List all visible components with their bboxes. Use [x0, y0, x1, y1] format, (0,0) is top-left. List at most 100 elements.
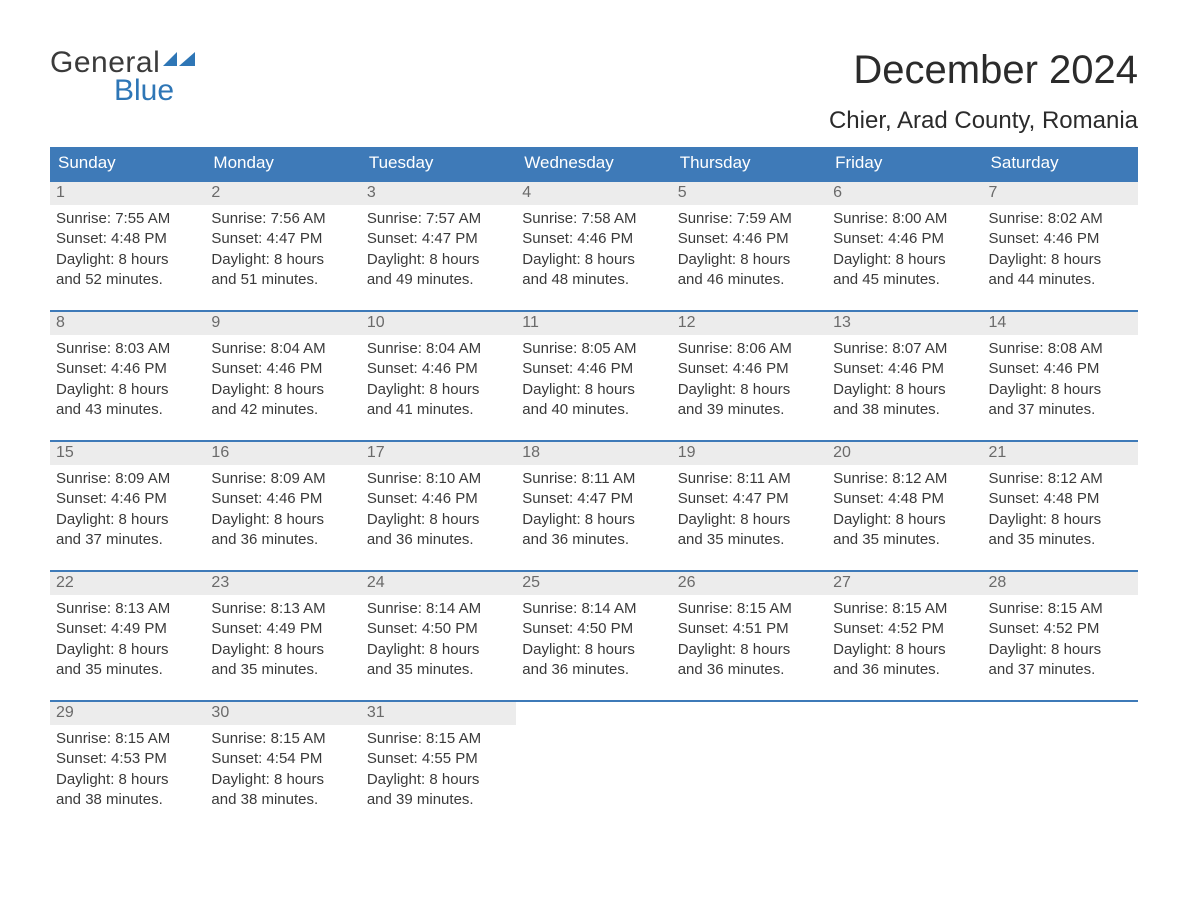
sunrise-line: Sunrise: 8:15 AM [367, 729, 510, 749]
weekday-header: Saturday [983, 147, 1138, 180]
sunset-line: Sunset: 4:50 PM [522, 619, 665, 639]
daylight-line-2: and 38 minutes. [833, 400, 976, 420]
day-details: Sunrise: 8:15 AMSunset: 4:55 PMDaylight:… [361, 725, 516, 812]
sunrise-line: Sunrise: 7:59 AM [678, 209, 821, 229]
calendar-day [516, 702, 671, 812]
sunrise-line: Sunrise: 8:05 AM [522, 339, 665, 359]
sunset-line: Sunset: 4:47 PM [367, 229, 510, 249]
calendar-week: 1Sunrise: 7:55 AMSunset: 4:48 PMDaylight… [50, 180, 1138, 292]
day-number: 17 [361, 442, 516, 465]
weekday-header: Monday [205, 147, 360, 180]
day-details: Sunrise: 8:00 AMSunset: 4:46 PMDaylight:… [827, 205, 982, 292]
daylight-line-2: and 44 minutes. [989, 270, 1132, 290]
calendar-page: General Blue December 2024 Chier, Arad C… [0, 0, 1188, 812]
day-details: Sunrise: 8:14 AMSunset: 4:50 PMDaylight:… [516, 595, 671, 682]
calendar-day: 10Sunrise: 8:04 AMSunset: 4:46 PMDayligh… [361, 312, 516, 422]
daylight-line-2: and 37 minutes. [989, 660, 1132, 680]
calendar-day: 12Sunrise: 8:06 AMSunset: 4:46 PMDayligh… [672, 312, 827, 422]
month-title: December 2024 [829, 48, 1138, 93]
calendar-day: 19Sunrise: 8:11 AMSunset: 4:47 PMDayligh… [672, 442, 827, 552]
sunrise-line: Sunrise: 8:04 AM [211, 339, 354, 359]
calendar-day: 3Sunrise: 7:57 AMSunset: 4:47 PMDaylight… [361, 182, 516, 292]
daylight-line-1: Daylight: 8 hours [522, 380, 665, 400]
top-bar: General Blue December 2024 Chier, Arad C… [50, 48, 1138, 135]
daylight-line-1: Daylight: 8 hours [989, 250, 1132, 270]
daylight-line-2: and 36 minutes. [211, 530, 354, 550]
title-block: December 2024 Chier, Arad County, Romani… [829, 48, 1138, 135]
day-number: 15 [50, 442, 205, 465]
daylight-line-2: and 41 minutes. [367, 400, 510, 420]
calendar-day: 28Sunrise: 8:15 AMSunset: 4:52 PMDayligh… [983, 572, 1138, 682]
daylight-line-1: Daylight: 8 hours [211, 510, 354, 530]
daylight-line-2: and 52 minutes. [56, 270, 199, 290]
day-details: Sunrise: 8:04 AMSunset: 4:46 PMDaylight:… [205, 335, 360, 422]
daylight-line-1: Daylight: 8 hours [367, 510, 510, 530]
day-number: 16 [205, 442, 360, 465]
sunrise-line: Sunrise: 8:06 AM [678, 339, 821, 359]
daylight-line-2: and 46 minutes. [678, 270, 821, 290]
day-details: Sunrise: 8:15 AMSunset: 4:51 PMDaylight:… [672, 595, 827, 682]
sunset-line: Sunset: 4:48 PM [833, 489, 976, 509]
sunset-line: Sunset: 4:47 PM [522, 489, 665, 509]
brand-logo: General Blue [50, 48, 198, 106]
day-details: Sunrise: 8:05 AMSunset: 4:46 PMDaylight:… [516, 335, 671, 422]
sunrise-line: Sunrise: 8:09 AM [211, 469, 354, 489]
daylight-line-1: Daylight: 8 hours [678, 250, 821, 270]
daylight-line-2: and 48 minutes. [522, 270, 665, 290]
sunrise-line: Sunrise: 8:11 AM [678, 469, 821, 489]
day-number: 5 [672, 182, 827, 205]
weekday-header-row: Sunday Monday Tuesday Wednesday Thursday… [50, 147, 1138, 180]
daylight-line-2: and 35 minutes. [678, 530, 821, 550]
daylight-line-1: Daylight: 8 hours [833, 380, 976, 400]
day-details: Sunrise: 8:08 AMSunset: 4:46 PMDaylight:… [983, 335, 1138, 422]
calendar-day: 11Sunrise: 8:05 AMSunset: 4:46 PMDayligh… [516, 312, 671, 422]
daylight-line-2: and 40 minutes. [522, 400, 665, 420]
weekday-header: Tuesday [361, 147, 516, 180]
weekday-header: Wednesday [516, 147, 671, 180]
calendar-day: 30Sunrise: 8:15 AMSunset: 4:54 PMDayligh… [205, 702, 360, 812]
calendar-day: 25Sunrise: 8:14 AMSunset: 4:50 PMDayligh… [516, 572, 671, 682]
daylight-line-2: and 36 minutes. [833, 660, 976, 680]
calendar-day: 31Sunrise: 8:15 AMSunset: 4:55 PMDayligh… [361, 702, 516, 812]
daylight-line-2: and 36 minutes. [367, 530, 510, 550]
sunset-line: Sunset: 4:47 PM [678, 489, 821, 509]
sunset-line: Sunset: 4:46 PM [211, 359, 354, 379]
sunset-line: Sunset: 4:53 PM [56, 749, 199, 769]
day-number: 13 [827, 312, 982, 335]
sunrise-line: Sunrise: 8:07 AM [833, 339, 976, 359]
sunrise-line: Sunrise: 8:09 AM [56, 469, 199, 489]
daylight-line-2: and 35 minutes. [989, 530, 1132, 550]
daylight-line-2: and 35 minutes. [367, 660, 510, 680]
day-number: 19 [672, 442, 827, 465]
daylight-line-2: and 37 minutes. [56, 530, 199, 550]
day-number: 22 [50, 572, 205, 595]
location-text: Chier, Arad County, Romania [829, 107, 1138, 135]
daylight-line-2: and 36 minutes. [678, 660, 821, 680]
day-number: 2 [205, 182, 360, 205]
daylight-line-2: and 38 minutes. [211, 790, 354, 810]
day-number: 28 [983, 572, 1138, 595]
daylight-line-1: Daylight: 8 hours [522, 640, 665, 660]
day-number: 27 [827, 572, 982, 595]
calendar-day: 8Sunrise: 8:03 AMSunset: 4:46 PMDaylight… [50, 312, 205, 422]
calendar-day: 21Sunrise: 8:12 AMSunset: 4:48 PMDayligh… [983, 442, 1138, 552]
day-details: Sunrise: 7:56 AMSunset: 4:47 PMDaylight:… [205, 205, 360, 292]
daylight-line-1: Daylight: 8 hours [989, 510, 1132, 530]
day-number: 21 [983, 442, 1138, 465]
daylight-line-1: Daylight: 8 hours [833, 640, 976, 660]
day-details: Sunrise: 7:59 AMSunset: 4:46 PMDaylight:… [672, 205, 827, 292]
day-details: Sunrise: 8:07 AMSunset: 4:46 PMDaylight:… [827, 335, 982, 422]
calendar-day: 5Sunrise: 7:59 AMSunset: 4:46 PMDaylight… [672, 182, 827, 292]
calendar-day: 22Sunrise: 8:13 AMSunset: 4:49 PMDayligh… [50, 572, 205, 682]
day-details: Sunrise: 8:02 AMSunset: 4:46 PMDaylight:… [983, 205, 1138, 292]
daylight-line-2: and 42 minutes. [211, 400, 354, 420]
day-number: 23 [205, 572, 360, 595]
sunset-line: Sunset: 4:46 PM [367, 359, 510, 379]
sunset-line: Sunset: 4:46 PM [522, 359, 665, 379]
day-number: 3 [361, 182, 516, 205]
sunrise-line: Sunrise: 8:15 AM [211, 729, 354, 749]
sunset-line: Sunset: 4:50 PM [367, 619, 510, 639]
calendar-day: 15Sunrise: 8:09 AMSunset: 4:46 PMDayligh… [50, 442, 205, 552]
sunset-line: Sunset: 4:54 PM [211, 749, 354, 769]
calendar-day: 20Sunrise: 8:12 AMSunset: 4:48 PMDayligh… [827, 442, 982, 552]
